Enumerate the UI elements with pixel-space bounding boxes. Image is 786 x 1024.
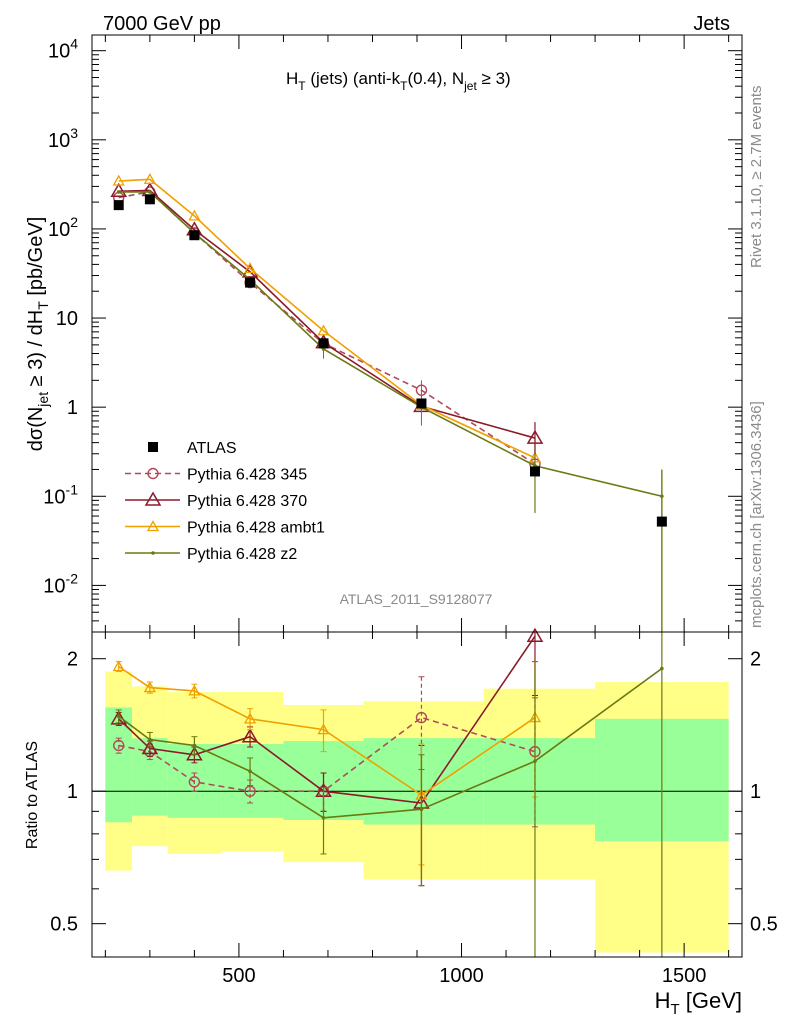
- point-atlas: [529, 466, 540, 477]
- ratio-point-p370: [186, 746, 203, 761]
- point-atlas: [245, 277, 256, 288]
- ratio-bands: [105, 671, 729, 953]
- ratio-point-ambt1: [188, 684, 201, 696]
- point-z2: [148, 190, 152, 194]
- ratio-y-tick-label: 1: [67, 781, 78, 803]
- legend-label-p370: Pythia 6.428 370: [187, 493, 307, 510]
- ratio-point-ambt1: [317, 723, 330, 735]
- legend-label-z2: Pythia 6.428 z2: [187, 546, 297, 563]
- point-ambt1: [188, 209, 201, 221]
- analysis-id: ATLAS_2011_S9128077: [340, 591, 493, 607]
- ratio-y-tick-label: 2: [67, 649, 78, 671]
- ratio-point-p345: [188, 776, 201, 788]
- ratio-point-z2: [321, 816, 326, 820]
- series-line-z2: [118, 191, 663, 498]
- ratio-y-tick-label: 0.5: [50, 914, 78, 936]
- ratio-point-z2: [533, 759, 537, 763]
- ratio-line-z2: [118, 667, 663, 819]
- ratio-point-p370: [110, 710, 128, 725]
- y-tick-label: 10-1: [43, 481, 78, 508]
- legend-marker-ambt1: [146, 520, 160, 532]
- ratio-point-ambt1: [112, 660, 125, 672]
- legend-marker-atlas: [148, 442, 158, 452]
- legend-marker-z2: [151, 551, 155, 555]
- ratio-point-p370: [526, 627, 544, 642]
- plot-title: HT (jets) (anti-kT(0.4), Njet ≥ 3): [286, 69, 511, 93]
- ratio-series: [110, 627, 665, 958]
- header-right: Jets: [693, 13, 730, 35]
- y-tick-label: 102: [48, 214, 78, 241]
- ratio-y-tick-label-right: 1: [750, 781, 761, 803]
- ratio-point-p345: [113, 739, 125, 752]
- legend-label-ambt1: Pythia 6.428 ambt1: [187, 520, 325, 537]
- point-atlas: [144, 194, 155, 205]
- point-atlas: [416, 398, 427, 409]
- ratio-y-tick-label-right: 2: [750, 649, 761, 671]
- point-ambt1: [317, 324, 330, 336]
- x-axis-label: HT [GeV]: [655, 988, 742, 1018]
- ratio-point-z2: [116, 714, 121, 719]
- point-ambt1: [112, 174, 125, 186]
- y-tick-label: 103: [48, 125, 78, 152]
- y-tick-label: 10: [56, 308, 78, 330]
- main-series: [110, 173, 667, 632]
- y-axis-label: dσ(Njet ≥ 3) / dHT [pb/GeV]: [25, 217, 51, 452]
- point-z2: [116, 190, 121, 194]
- ratio-point-p370: [141, 740, 159, 755]
- ratio-point-z2: [248, 769, 252, 774]
- series-line-p345: [118, 191, 536, 465]
- x-tick-label: 500: [222, 965, 255, 987]
- point-atlas: [318, 338, 329, 349]
- ratio-point-z2: [419, 807, 424, 812]
- legend-label-p345: Pythia 6.428 345: [187, 467, 307, 484]
- ratio-point-ambt1: [143, 681, 156, 693]
- main-frame: [91, 34, 743, 633]
- ratio-point-p370: [241, 728, 259, 743]
- axis-ticks: 500 1000 1500 10-2 10-1 1 10 102 103 104 0.5 0.5 1 1 2…: [43, 35, 778, 987]
- point-atlas: [656, 516, 667, 527]
- ratio-y-axis-label: Ratio to ATLAS: [24, 741, 41, 849]
- point-atlas: [189, 230, 200, 241]
- ratio-y-tick-label-right: 0.5: [750, 914, 778, 936]
- legend-marker-p370: [144, 491, 162, 506]
- y-tick-label: 1: [67, 397, 78, 419]
- point-p370: [110, 182, 128, 197]
- rivet-label: Rivet 3.1.10, ≥ 2.7M events: [748, 86, 765, 269]
- legend: ATLAS Pythia 6.428 345 Pythia 6.428 370 Pyt…: [125, 440, 325, 563]
- point-ambt1: [243, 262, 257, 274]
- ratio-point-ambt1: [243, 712, 257, 724]
- legend-label-atlas: ATLAS: [187, 440, 237, 457]
- ratio-point-z2: [148, 737, 152, 742]
- band-inner: [363, 738, 484, 825]
- ratio-point-z2: [660, 666, 664, 671]
- ratio-point-p345: [244, 785, 256, 797]
- mcplots-label: mcplots.cern.ch [arXiv:1306.3436]: [748, 401, 765, 628]
- x-tick-label: 1000: [439, 965, 484, 987]
- legend-marker-p345: [147, 467, 159, 480]
- y-tick-label: 104: [48, 36, 78, 63]
- point-ambt1: [143, 173, 156, 185]
- series-line-p370: [118, 189, 536, 439]
- x-tick-label: 1500: [662, 965, 707, 987]
- point-atlas: [113, 200, 124, 211]
- header-left: 7000 GeV pp: [103, 13, 221, 35]
- y-tick-label: 10-2: [43, 570, 78, 597]
- ratio-point-z2: [192, 743, 197, 748]
- ratio-point-p345: [415, 711, 428, 724]
- band-inner: [221, 744, 284, 818]
